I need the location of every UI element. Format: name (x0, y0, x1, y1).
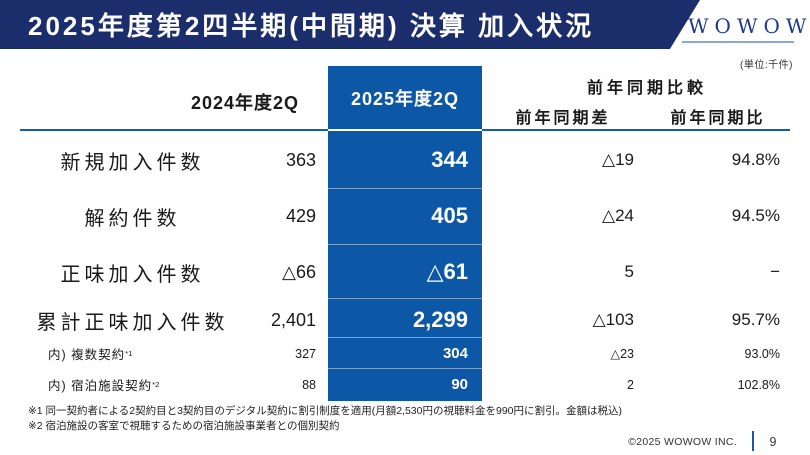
yoy-diff-value: △103 (592, 310, 634, 329)
row-label: 新規加入件数 (20, 132, 245, 188)
column-divider (328, 188, 482, 189)
footnote-marker: *2 (152, 380, 160, 389)
unit-note: (単位:千件) (740, 60, 793, 71)
value-2024: 2,401 (270, 309, 316, 330)
row-label-text: 内) 宿泊施設契約 (48, 379, 153, 393)
value-2025: 90 (451, 376, 468, 393)
column-divider (328, 298, 482, 299)
row-label: 内) 複数契約 *1 (20, 339, 245, 368)
title-bar (0, 0, 700, 49)
table-row: 累計正味加入件数 2,401 2,299 △103 95.7% (0, 296, 810, 344)
yoy-ratio-value: 102.8% (737, 377, 780, 392)
row-label-text: 累計正味加入件数 (36, 311, 229, 334)
value-2025: 344 (431, 147, 468, 172)
row-label: 解約件数 (20, 188, 245, 244)
footnote-marker: *1 (125, 349, 133, 358)
row-label: 累計正味加入件数 (20, 296, 245, 344)
value-2024: 429 (285, 205, 316, 226)
slide-title: 2025年度第2四半期(中間期) 決算 加入状況 (28, 11, 595, 41)
page-number-divider (752, 431, 754, 451)
column-header-yoy-group: 前年同期比較 (586, 80, 707, 97)
yoy-ratio-value: − (770, 262, 780, 281)
wowow-logo: WOWOW (682, 14, 806, 43)
yoy-diff-value: △23 (610, 347, 634, 361)
value-2024: 88 (302, 377, 316, 392)
yoy-ratio-value: 95.7% (731, 310, 780, 329)
footnote-2: ※2 宿泊施設の客室で視聴するための宿泊施設事業者との個別契約 (28, 419, 340, 432)
table-row: 内) 複数契約 *1 327 304 △23 93.0% (0, 339, 810, 368)
yoy-diff-value: △19 (602, 150, 634, 169)
value-2024: 363 (285, 149, 316, 170)
yoy-ratio-value: 94.5% (731, 206, 780, 225)
value-2025: 304 (442, 345, 468, 362)
row-label: 正味加入件数 (20, 244, 245, 300)
yoy-ratio-value: 94.8% (731, 150, 780, 169)
column-header-yoy-diff: 前年同期差 (515, 110, 611, 127)
column-divider (328, 368, 482, 369)
value-2025: △61 (426, 259, 468, 284)
table-row: 解約件数 429 405 △24 94.5% (0, 188, 810, 244)
value-2025: 2,299 (412, 307, 468, 332)
value-2025: 405 (431, 203, 468, 228)
row-label-text: 内) 複数契約 (48, 348, 126, 362)
highlight-column-2025: 2025年度2Q (328, 66, 482, 401)
value-2024: △66 (282, 261, 316, 282)
table-row: 内) 宿泊施設契約 *2 88 90 2 102.8% (0, 369, 810, 400)
table-row: 正味加入件数 △66 △61 5 − (0, 244, 810, 300)
column-divider (328, 244, 482, 245)
row-label-text: 正味加入件数 (60, 263, 205, 286)
row-label-text: 解約件数 (84, 207, 181, 230)
row-label-text: 新規加入件数 (60, 151, 205, 174)
copyright: ©2025 WOWOW INC. (628, 436, 737, 448)
column-header-2025: 2025年度2Q (328, 66, 482, 131)
value-2024: 327 (295, 346, 316, 361)
page-number: 9 (769, 435, 777, 449)
yoy-diff-value: 5 (624, 262, 634, 281)
column-header-2024: 2024年度2Q (190, 93, 300, 113)
yoy-diff-value: 2 (627, 377, 634, 392)
footnotes: ※1 同一契約者による2契約目と3契約目のデジタル契約に割引制度を適用(月額2,… (28, 404, 622, 433)
yoy-diff-value: △24 (602, 206, 634, 225)
table-row: 新規加入件数 363 344 △19 94.8% (0, 132, 810, 188)
row-label: 内) 宿泊施設契約 *2 (20, 369, 245, 400)
column-header-yoy-ratio: 前年同期比 (670, 110, 766, 127)
column-divider (328, 337, 482, 338)
yoy-ratio-value: 93.0% (744, 346, 780, 361)
footnote-1: ※1 同一契約者による2契約目と3契約目のデジタル契約に割引制度を適用(月額2,… (28, 405, 622, 417)
